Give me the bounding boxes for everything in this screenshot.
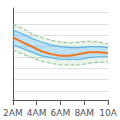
svg-text:8AM: 8AM <box>74 108 94 118</box>
svg-text:6AM: 6AM <box>51 108 71 118</box>
svg-text:2AM: 2AM <box>3 108 23 118</box>
svg-text:4AM: 4AM <box>27 108 47 118</box>
svg-text:10A: 10A <box>99 108 117 118</box>
